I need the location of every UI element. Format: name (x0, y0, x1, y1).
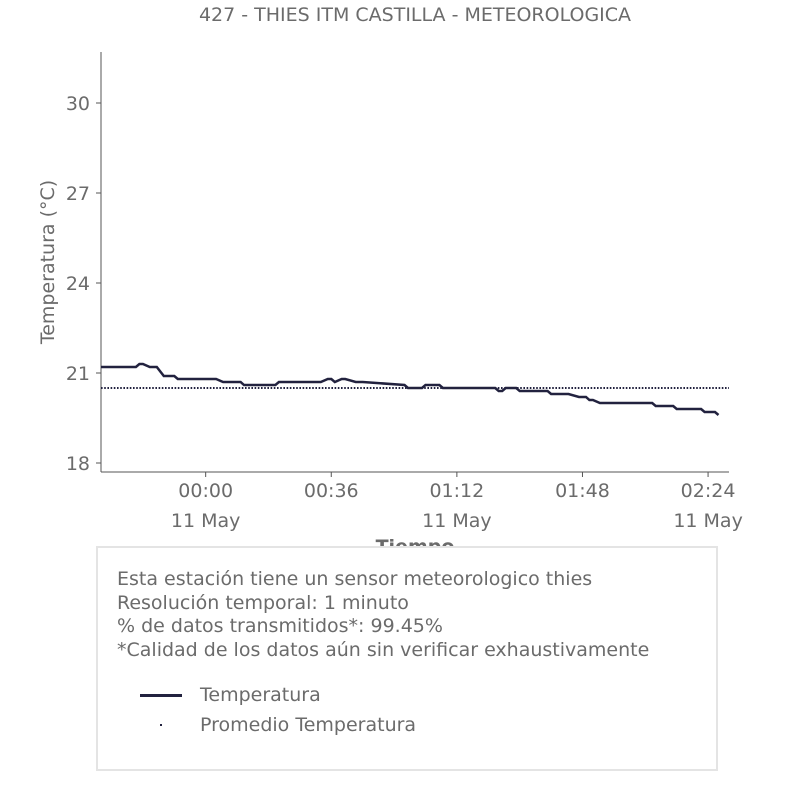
y-tick-label: 18 (66, 453, 90, 475)
info-line-station: Esta estación tiene un sensor meteorolog… (117, 568, 593, 590)
y-tick-label: 24 (66, 273, 90, 295)
info-line-quality: *Calidad de los datos aún sin verificar … (117, 638, 650, 661)
legend-line-swatch (138, 680, 184, 710)
legend-label: Temperatura (200, 684, 321, 706)
x-tick-date-label: 11 May (422, 510, 492, 532)
legend-item-promedio: Promedio Temperatura (138, 710, 416, 740)
info-line-transmitted: % de datos transmitidos*: 99.45% (117, 615, 443, 637)
series-temperatura (101, 362, 720, 416)
axes (100, 52, 729, 473)
y-tick-label: 21 (66, 363, 90, 385)
legend-item-temperatura: Temperatura (138, 680, 416, 710)
x-tick-time-label: 01:12 (429, 480, 484, 502)
x-ticks: 00:00 11 May 00:36 01:12 11 May 01:48 02:24 11 … (171, 472, 743, 532)
y-tick-label: 30 (66, 93, 90, 115)
info-box: Esta estación tiene un sensor meteorolog… (96, 546, 718, 771)
x-tick-date-label: 11 May (171, 510, 241, 532)
info-line-resolution: Resolución temporal: 1 minuto (117, 591, 409, 614)
x-tick-time-label: 00:00 (178, 480, 233, 502)
legend-dot-swatch (138, 710, 184, 740)
chart-title: 427 - THIES ITM CASTILLA - METEOROLOGICA (199, 4, 631, 26)
legend-label: Promedio Temperatura (200, 714, 417, 736)
series-layer (101, 362, 729, 416)
y-tick-label: 27 (66, 183, 90, 205)
y-axis-label: Temperatura (°C) (37, 180, 59, 345)
info-text: Esta estación tiene un sensor meteorolog… (117, 568, 649, 662)
legend: Temperatura Promedio Temperatura (138, 680, 416, 740)
y-ticks: 18 21 24 27 30 (66, 93, 101, 475)
x-tick-time-label: 01:48 (555, 480, 610, 502)
x-tick-date-label: 11 May (673, 510, 743, 532)
x-tick-time-label: 00:36 (304, 480, 359, 502)
x-tick-time-label: 02:24 (681, 480, 736, 502)
